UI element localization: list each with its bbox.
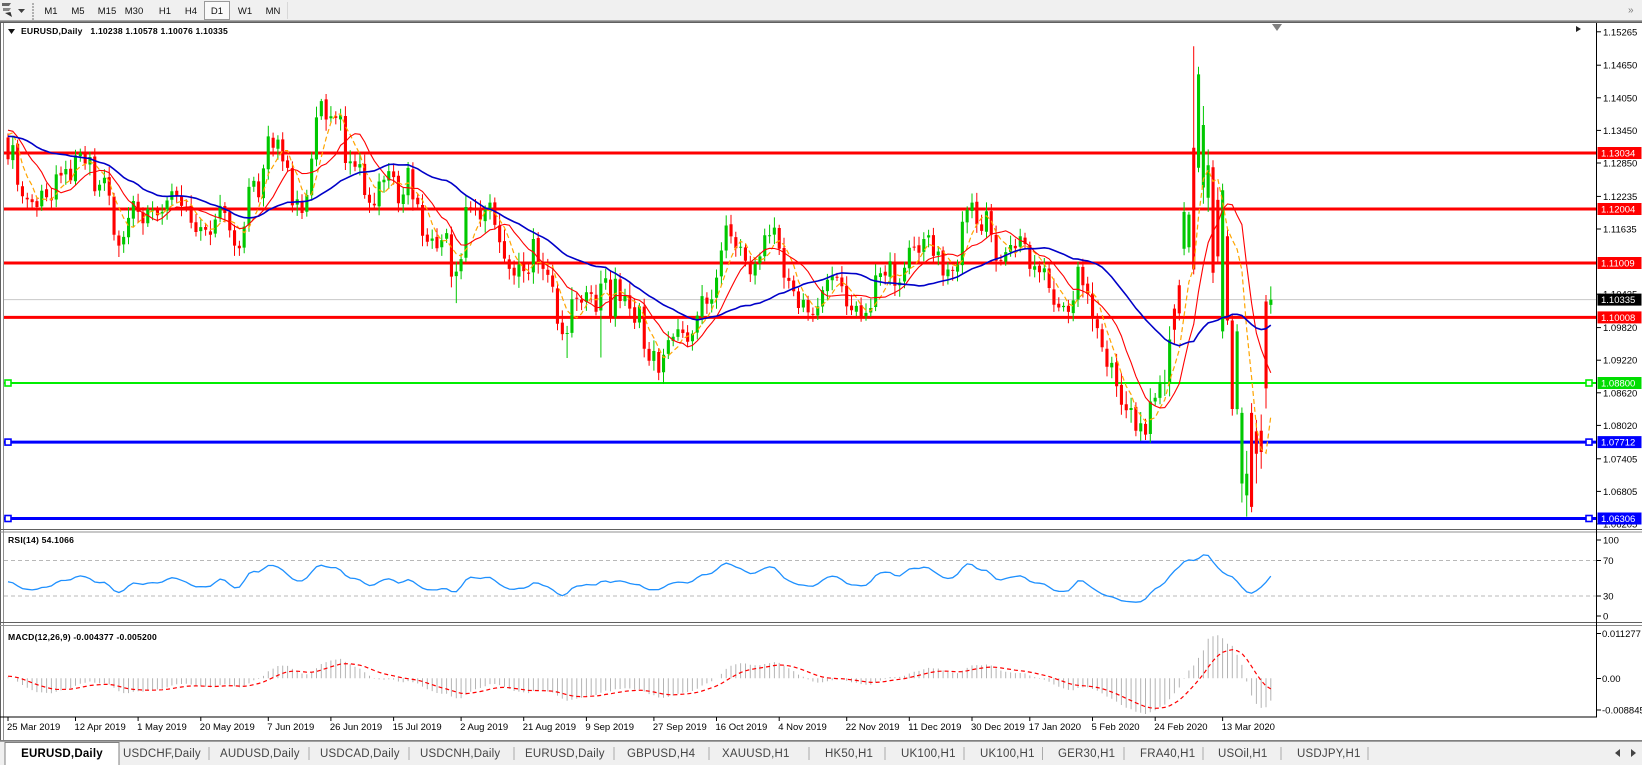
svg-text:0.00: 0.00 [1602, 674, 1621, 685]
svg-text:USDCAD,Daily: USDCAD,Daily [320, 748, 400, 760]
svg-text:2 Aug 2019: 2 Aug 2019 [460, 722, 508, 733]
svg-text:M1: M1 [44, 6, 57, 17]
svg-text:EURUSD,Daily: EURUSD,Daily [21, 748, 103, 760]
svg-text:4 Nov 2019: 4 Nov 2019 [778, 722, 827, 733]
svg-text:70: 70 [1603, 556, 1614, 567]
svg-text:XAUUSD,H1: XAUUSD,H1 [722, 748, 790, 760]
svg-text:»: » [1628, 5, 1634, 16]
svg-text:W1: W1 [238, 6, 252, 17]
svg-text:1.07712: 1.07712 [1601, 438, 1635, 449]
svg-text:USDJPY,H1: USDJPY,H1 [1297, 748, 1361, 760]
svg-text:17 Jan 2020: 17 Jan 2020 [1029, 722, 1081, 733]
svg-text:EURUSD,Daily: EURUSD,Daily [525, 748, 605, 760]
svg-text:30: 30 [1603, 592, 1614, 603]
svg-text:1.10335: 1.10335 [1601, 295, 1635, 306]
svg-text:HK50,H1: HK50,H1 [825, 748, 873, 760]
svg-text:1.09820: 1.09820 [1603, 323, 1637, 334]
svg-text:15 Jul 2019: 15 Jul 2019 [393, 722, 442, 733]
svg-text:1.08620: 1.08620 [1603, 388, 1637, 399]
svg-text:GBPUSD,H4: GBPUSD,H4 [627, 748, 696, 760]
svg-text:RSI(14) 54.1066: RSI(14) 54.1066 [8, 535, 74, 545]
svg-text:100: 100 [1603, 536, 1619, 547]
svg-text:1.14050: 1.14050 [1603, 93, 1637, 104]
svg-text:1.10008: 1.10008 [1601, 313, 1635, 324]
svg-text:USDCNH,Daily: USDCNH,Daily [420, 748, 500, 760]
svg-text:1.11635: 1.11635 [1603, 225, 1637, 236]
svg-text:5 Feb 2020: 5 Feb 2020 [1092, 722, 1140, 733]
svg-text:1.12235: 1.12235 [1603, 192, 1637, 203]
svg-text:M5: M5 [71, 6, 84, 17]
svg-text:H4: H4 [185, 6, 197, 17]
svg-text:FRA40,H1: FRA40,H1 [1140, 748, 1195, 760]
svg-text:GER30,H1: GER30,H1 [1058, 748, 1115, 760]
svg-text:9 Sep 2019: 9 Sep 2019 [585, 722, 634, 733]
svg-text:27 Sep 2019: 27 Sep 2019 [653, 722, 707, 733]
svg-text:USDCHF,Daily: USDCHF,Daily [123, 748, 201, 760]
svg-text:UK100,H1: UK100,H1 [980, 748, 1035, 760]
svg-text:M30: M30 [125, 6, 143, 17]
svg-text:1.15265: 1.15265 [1603, 27, 1637, 38]
svg-text:1.06306: 1.06306 [1601, 514, 1635, 525]
svg-text:1.13450: 1.13450 [1603, 126, 1637, 137]
svg-text:1.08020: 1.08020 [1603, 421, 1637, 432]
svg-text:1.08800: 1.08800 [1601, 379, 1635, 390]
svg-text:EURUSD,Daily 1.10238 1.10578: EURUSD,Daily 1.10238 1.10578 1.10076 1.1… [21, 26, 228, 36]
svg-text:1.14650: 1.14650 [1603, 61, 1637, 72]
svg-text:H1: H1 [159, 6, 171, 17]
svg-text:0.011277: 0.011277 [1602, 629, 1641, 640]
svg-text:13 Mar 2020: 13 Mar 2020 [1222, 722, 1275, 733]
svg-text:D1: D1 [211, 6, 223, 17]
svg-text:26 Jun 2019: 26 Jun 2019 [330, 722, 382, 733]
svg-text:1.06805: 1.06805 [1603, 487, 1637, 498]
svg-text:MN: MN [266, 6, 281, 17]
svg-text:7 Jun 2019: 7 Jun 2019 [267, 722, 314, 733]
svg-text:22 Nov 2019: 22 Nov 2019 [846, 722, 900, 733]
svg-text:24 Feb 2020: 24 Feb 2020 [1154, 722, 1207, 733]
svg-text:1.13034: 1.13034 [1601, 149, 1635, 160]
svg-text:1.07405: 1.07405 [1603, 454, 1637, 465]
svg-text:M15: M15 [98, 6, 116, 17]
svg-text:1.12004: 1.12004 [1601, 205, 1635, 216]
svg-text:AUDUSD,Daily: AUDUSD,Daily [220, 748, 300, 760]
svg-text:20 May 2019: 20 May 2019 [200, 722, 255, 733]
svg-text:UK100,H1: UK100,H1 [901, 748, 956, 760]
svg-text:30 Dec 2019: 30 Dec 2019 [971, 722, 1025, 733]
svg-text:1.12850: 1.12850 [1603, 159, 1637, 170]
svg-text:0: 0 [1603, 612, 1608, 623]
svg-text:-0.008845: -0.008845 [1602, 706, 1642, 717]
svg-text:1.11009: 1.11009 [1601, 259, 1635, 270]
svg-text:MACD(12,26,9) -0.004377 -0.005: MACD(12,26,9) -0.004377 -0.005200 [8, 632, 157, 642]
svg-text:1.06205: 1.06205 [1603, 520, 1637, 531]
svg-text:12 Apr 2019: 12 Apr 2019 [75, 722, 126, 733]
svg-text:25 Mar 2019: 25 Mar 2019 [7, 722, 60, 733]
svg-text:21 Aug 2019: 21 Aug 2019 [523, 722, 576, 733]
svg-text:1 May 2019: 1 May 2019 [137, 722, 187, 733]
svg-text:1.09220: 1.09220 [1603, 356, 1637, 367]
svg-text:11 Dec 2019: 11 Dec 2019 [908, 722, 961, 733]
svg-text:USOil,H1: USOil,H1 [1218, 748, 1268, 760]
svg-text:16 Oct 2019: 16 Oct 2019 [716, 722, 768, 733]
